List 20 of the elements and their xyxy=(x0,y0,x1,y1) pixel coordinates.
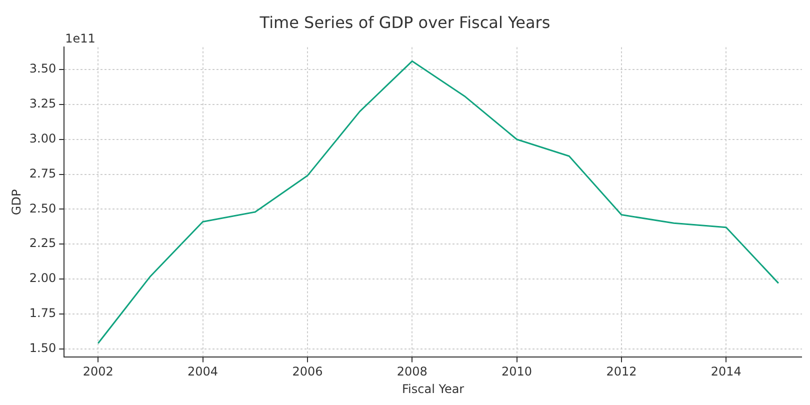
x-tick-label: 2002 xyxy=(82,364,114,379)
x-tick-label: 2014 xyxy=(710,364,742,379)
y-tick-label: 2.50 xyxy=(29,201,56,216)
x-tick-label: 2006 xyxy=(292,364,323,379)
y-tick-label: 2.00 xyxy=(29,271,56,286)
x-tick-label: 2008 xyxy=(396,364,428,379)
y-tick-label: 3.25 xyxy=(29,96,56,111)
y-tick-label: 3.00 xyxy=(29,131,56,146)
x-tick-label: 2010 xyxy=(502,364,532,379)
y-tick-label: 1.75 xyxy=(29,306,56,320)
chart-title: Time Series of GDP over Fiscal Years xyxy=(258,12,550,32)
y-axis-title: GDP xyxy=(9,189,24,216)
y-tick-label: 2.75 xyxy=(29,166,56,180)
y-tick-label: 2.25 xyxy=(29,236,56,250)
x-axis-title: Fiscal Year xyxy=(402,382,464,396)
x-tick-label: 2012 xyxy=(606,364,637,379)
y-tick-label: 1.50 xyxy=(29,340,56,355)
y-tick-label: 3.50 xyxy=(29,62,56,76)
x-tick-label: 2004 xyxy=(188,364,218,379)
text: 1e11 xyxy=(65,31,96,46)
